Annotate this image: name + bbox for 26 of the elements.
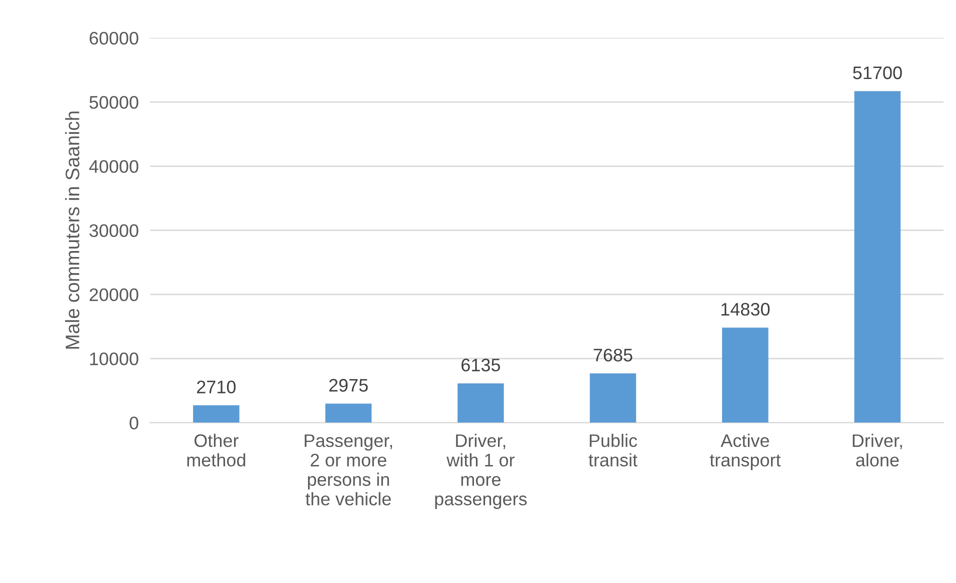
bar (590, 373, 636, 423)
data-label: 2710 (197, 380, 236, 394)
y-tick-label: 30000 (89, 224, 138, 238)
bar (458, 383, 504, 423)
data-label: 14830 (721, 302, 770, 316)
y-tick-label: 60000 (90, 32, 138, 45)
y-tick-label: 10000 (90, 352, 138, 366)
bar (325, 404, 372, 423)
bar (854, 91, 901, 423)
bar (193, 405, 240, 423)
bar (722, 328, 768, 423)
y-tick-label: 0 (130, 416, 138, 430)
x-tick-label: Other method (187, 434, 246, 466)
data-label: 7685 (594, 348, 632, 362)
x-tick-label: Public transit (588, 434, 638, 466)
data-label: 6135 (462, 358, 500, 372)
x-tick-label: Passenger, 2 or more persons in the vehicle (304, 434, 392, 506)
x-tick-label: Driver, alone (852, 434, 902, 466)
y-tick-label: 20000 (90, 288, 138, 302)
x-tick-label: Active transport (710, 434, 781, 470)
y-tick-label: 40000 (89, 160, 138, 173)
x-tick-label: Driver, with 1 or more passengers (435, 434, 527, 509)
data-label: 51700 (853, 66, 902, 80)
y-axis-title: Male commuters in Saanich (65, 112, 80, 349)
y-tick-label: 50000 (90, 96, 138, 109)
data-label: 2975 (329, 378, 368, 392)
